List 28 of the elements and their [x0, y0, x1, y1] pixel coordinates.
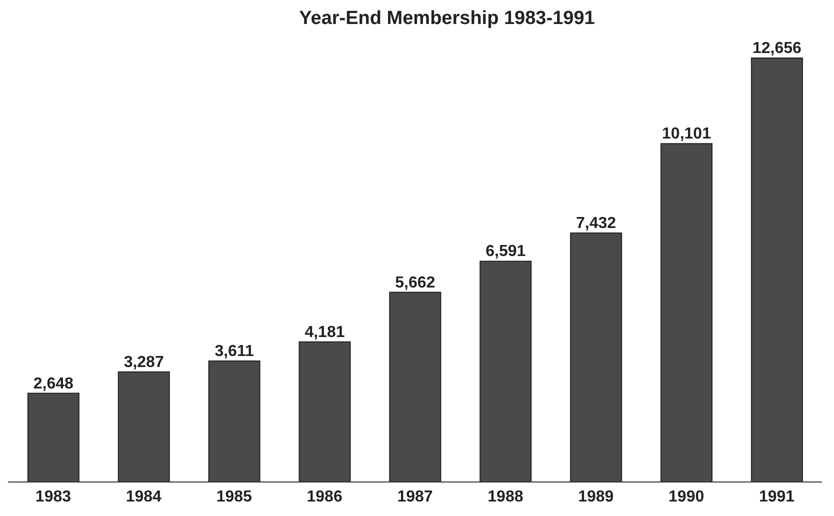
bar: [389, 292, 442, 482]
bar: [298, 341, 351, 482]
x-tick-label: 1985: [216, 488, 252, 506]
data-label: 3,287: [124, 354, 164, 371]
data-label: 6,591: [486, 243, 526, 260]
x-tick-label: 1987: [397, 488, 433, 506]
chart-title: Year-End Membership 1983-1991: [298, 8, 596, 30]
x-tick-label: 1986: [306, 488, 342, 506]
x-tick-label: 1988: [488, 488, 524, 506]
data-label: 2,648: [33, 375, 74, 392]
data-label: 5,662: [395, 274, 436, 292]
data-label: 12,656: [752, 40, 802, 57]
bar: [208, 360, 260, 482]
bar: [750, 58, 803, 482]
bar: [570, 232, 622, 482]
x-tick-label: 1984: [126, 488, 162, 506]
x-tick-label: 1989: [578, 488, 614, 506]
data-label: 3,611: [214, 343, 254, 360]
bar: [27, 392, 80, 482]
bar: [660, 143, 713, 482]
data-label: 7,432: [576, 215, 616, 232]
x-tick-label: 1991: [758, 488, 795, 506]
x-tick-label: 1990: [668, 488, 704, 506]
x-tick-label: 1983: [35, 488, 72, 506]
data-label: 4,181: [304, 324, 345, 341]
bar: [480, 260, 532, 482]
bar: [118, 371, 170, 482]
data-label: 10,101: [662, 126, 712, 143]
